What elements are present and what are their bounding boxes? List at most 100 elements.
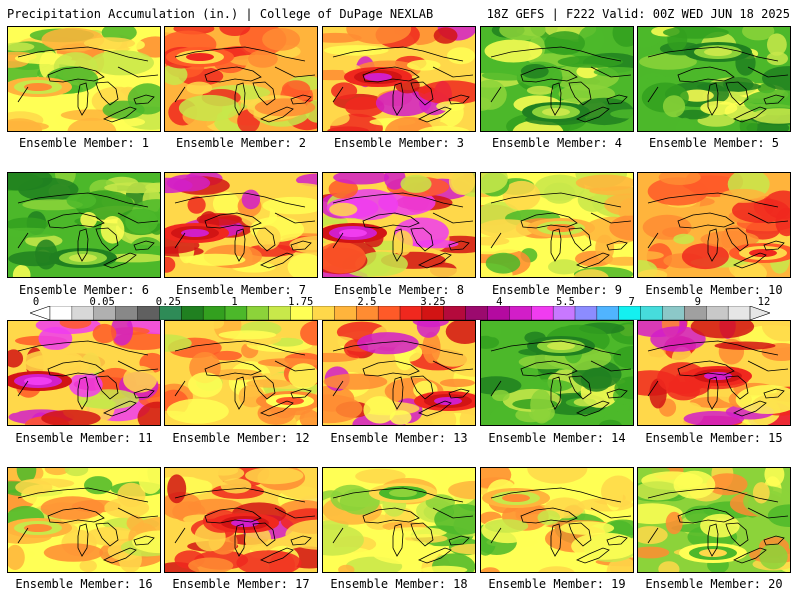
colorbar-tick-label: 3.25 bbox=[420, 296, 446, 308]
coastline bbox=[733, 106, 767, 123]
precip-field bbox=[8, 27, 160, 131]
coastline bbox=[95, 81, 119, 106]
ensemble-member-label: Ensemble Member: 5 bbox=[648, 136, 780, 150]
map-title: Precipitation Accumulation (in.) | Colle… bbox=[7, 7, 434, 21]
colorbar-max-arrow bbox=[749, 306, 770, 320]
coastline bbox=[252, 522, 276, 547]
coastline bbox=[725, 227, 749, 252]
coastline bbox=[576, 547, 610, 564]
coastline bbox=[133, 240, 155, 251]
precip-field bbox=[323, 27, 475, 131]
coastline bbox=[234, 228, 246, 262]
coastline bbox=[410, 227, 434, 252]
ensemble-panel-4 bbox=[480, 26, 634, 132]
colorbar-swatch bbox=[312, 306, 335, 320]
colorbar-tick-label: 4 bbox=[496, 296, 503, 308]
ensemble-panel-19 bbox=[480, 467, 634, 573]
ensemble-member-label: Ensemble Member: 20 bbox=[645, 577, 783, 591]
precip-field bbox=[481, 27, 633, 131]
colorbar-swatch bbox=[706, 306, 729, 320]
ensemble-member-label: Ensemble Member: 6 bbox=[18, 283, 150, 297]
coastline bbox=[47, 507, 105, 524]
coastline bbox=[647, 46, 789, 103]
coastline bbox=[77, 82, 89, 116]
coastline bbox=[448, 94, 470, 105]
coastline bbox=[260, 400, 294, 417]
coastline bbox=[733, 547, 767, 564]
coastline bbox=[550, 376, 562, 410]
coastline bbox=[568, 81, 592, 106]
coastline bbox=[418, 547, 452, 564]
coastline bbox=[418, 400, 452, 417]
precip-field bbox=[638, 321, 790, 425]
colorbar-swatch bbox=[509, 306, 532, 320]
colorbar-swatch bbox=[421, 306, 445, 320]
coastline bbox=[204, 507, 262, 524]
coastline bbox=[174, 340, 316, 397]
coastline bbox=[290, 535, 312, 546]
ensemble-panel-18 bbox=[322, 467, 476, 573]
ensemble-member-label: Ensemble Member: 2 bbox=[175, 136, 307, 150]
coastline bbox=[234, 523, 246, 557]
colorbar-swatch bbox=[487, 306, 510, 320]
precip-field bbox=[165, 27, 317, 131]
model-run-info: 18Z GEFS | F222 Valid: 00Z WED JUN 18 20… bbox=[486, 7, 790, 21]
coastline bbox=[568, 227, 592, 252]
coastline bbox=[392, 82, 404, 116]
ensemble-member-label: Ensemble Member: 1 bbox=[18, 136, 150, 150]
coastline bbox=[252, 375, 276, 400]
colorbar-swatch bbox=[115, 306, 139, 320]
coastline bbox=[418, 252, 452, 269]
coastline bbox=[606, 388, 628, 399]
ensemble-member-label: Ensemble Member: 8 bbox=[333, 283, 465, 297]
coastline bbox=[95, 375, 119, 400]
colorbar-swatch bbox=[159, 306, 182, 320]
precip-field bbox=[481, 173, 633, 277]
colorbar-swatch bbox=[377, 306, 401, 320]
colorbar-swatch bbox=[640, 306, 664, 320]
coastline bbox=[103, 400, 137, 417]
coastline bbox=[448, 388, 470, 399]
coastline bbox=[576, 106, 610, 123]
colorbar-swatch bbox=[224, 306, 248, 320]
coastline bbox=[362, 212, 420, 229]
coastline bbox=[290, 388, 312, 399]
colorbar-swatch bbox=[137, 306, 160, 320]
precip-field bbox=[8, 468, 160, 572]
coastline bbox=[606, 240, 628, 251]
precip-field bbox=[323, 468, 475, 572]
ensemble-member-label: Ensemble Member: 17 bbox=[172, 577, 310, 591]
colorbar-swatch bbox=[443, 306, 467, 320]
coastline bbox=[17, 192, 159, 249]
colorbar-swatch bbox=[552, 306, 576, 320]
ensemble-panel-3 bbox=[322, 26, 476, 132]
coastline bbox=[520, 212, 578, 229]
coastline bbox=[410, 522, 434, 547]
colorbar-swatch bbox=[202, 306, 226, 320]
colorbar-swatch bbox=[574, 306, 598, 320]
coastline bbox=[332, 192, 474, 249]
coastline bbox=[763, 535, 785, 546]
colorbar-tick-label: 1 bbox=[231, 296, 238, 308]
ensemble-panel-12 bbox=[164, 320, 318, 426]
coastline bbox=[677, 360, 735, 377]
coastline bbox=[707, 376, 719, 410]
coastline bbox=[260, 252, 294, 269]
colorbar-tick-label: 0.05 bbox=[89, 296, 115, 308]
coastline bbox=[520, 360, 578, 377]
coastline bbox=[362, 507, 420, 524]
colorbar-swatch bbox=[93, 306, 117, 320]
ensemble-member-label: Ensemble Member: 18 bbox=[330, 577, 468, 591]
coastline bbox=[520, 507, 578, 524]
coastline bbox=[204, 212, 262, 229]
ensemble-panel-1 bbox=[7, 26, 161, 132]
coastline bbox=[448, 240, 470, 251]
precip-field bbox=[323, 321, 475, 425]
ensemble-member-label: Ensemble Member: 3 bbox=[333, 136, 465, 150]
coastline bbox=[568, 375, 592, 400]
coastline bbox=[77, 523, 89, 557]
coastline bbox=[677, 212, 735, 229]
colorbar-swatch bbox=[268, 306, 292, 320]
colorbar-swatch bbox=[334, 306, 357, 320]
ensemble-panel-6 bbox=[7, 172, 161, 278]
